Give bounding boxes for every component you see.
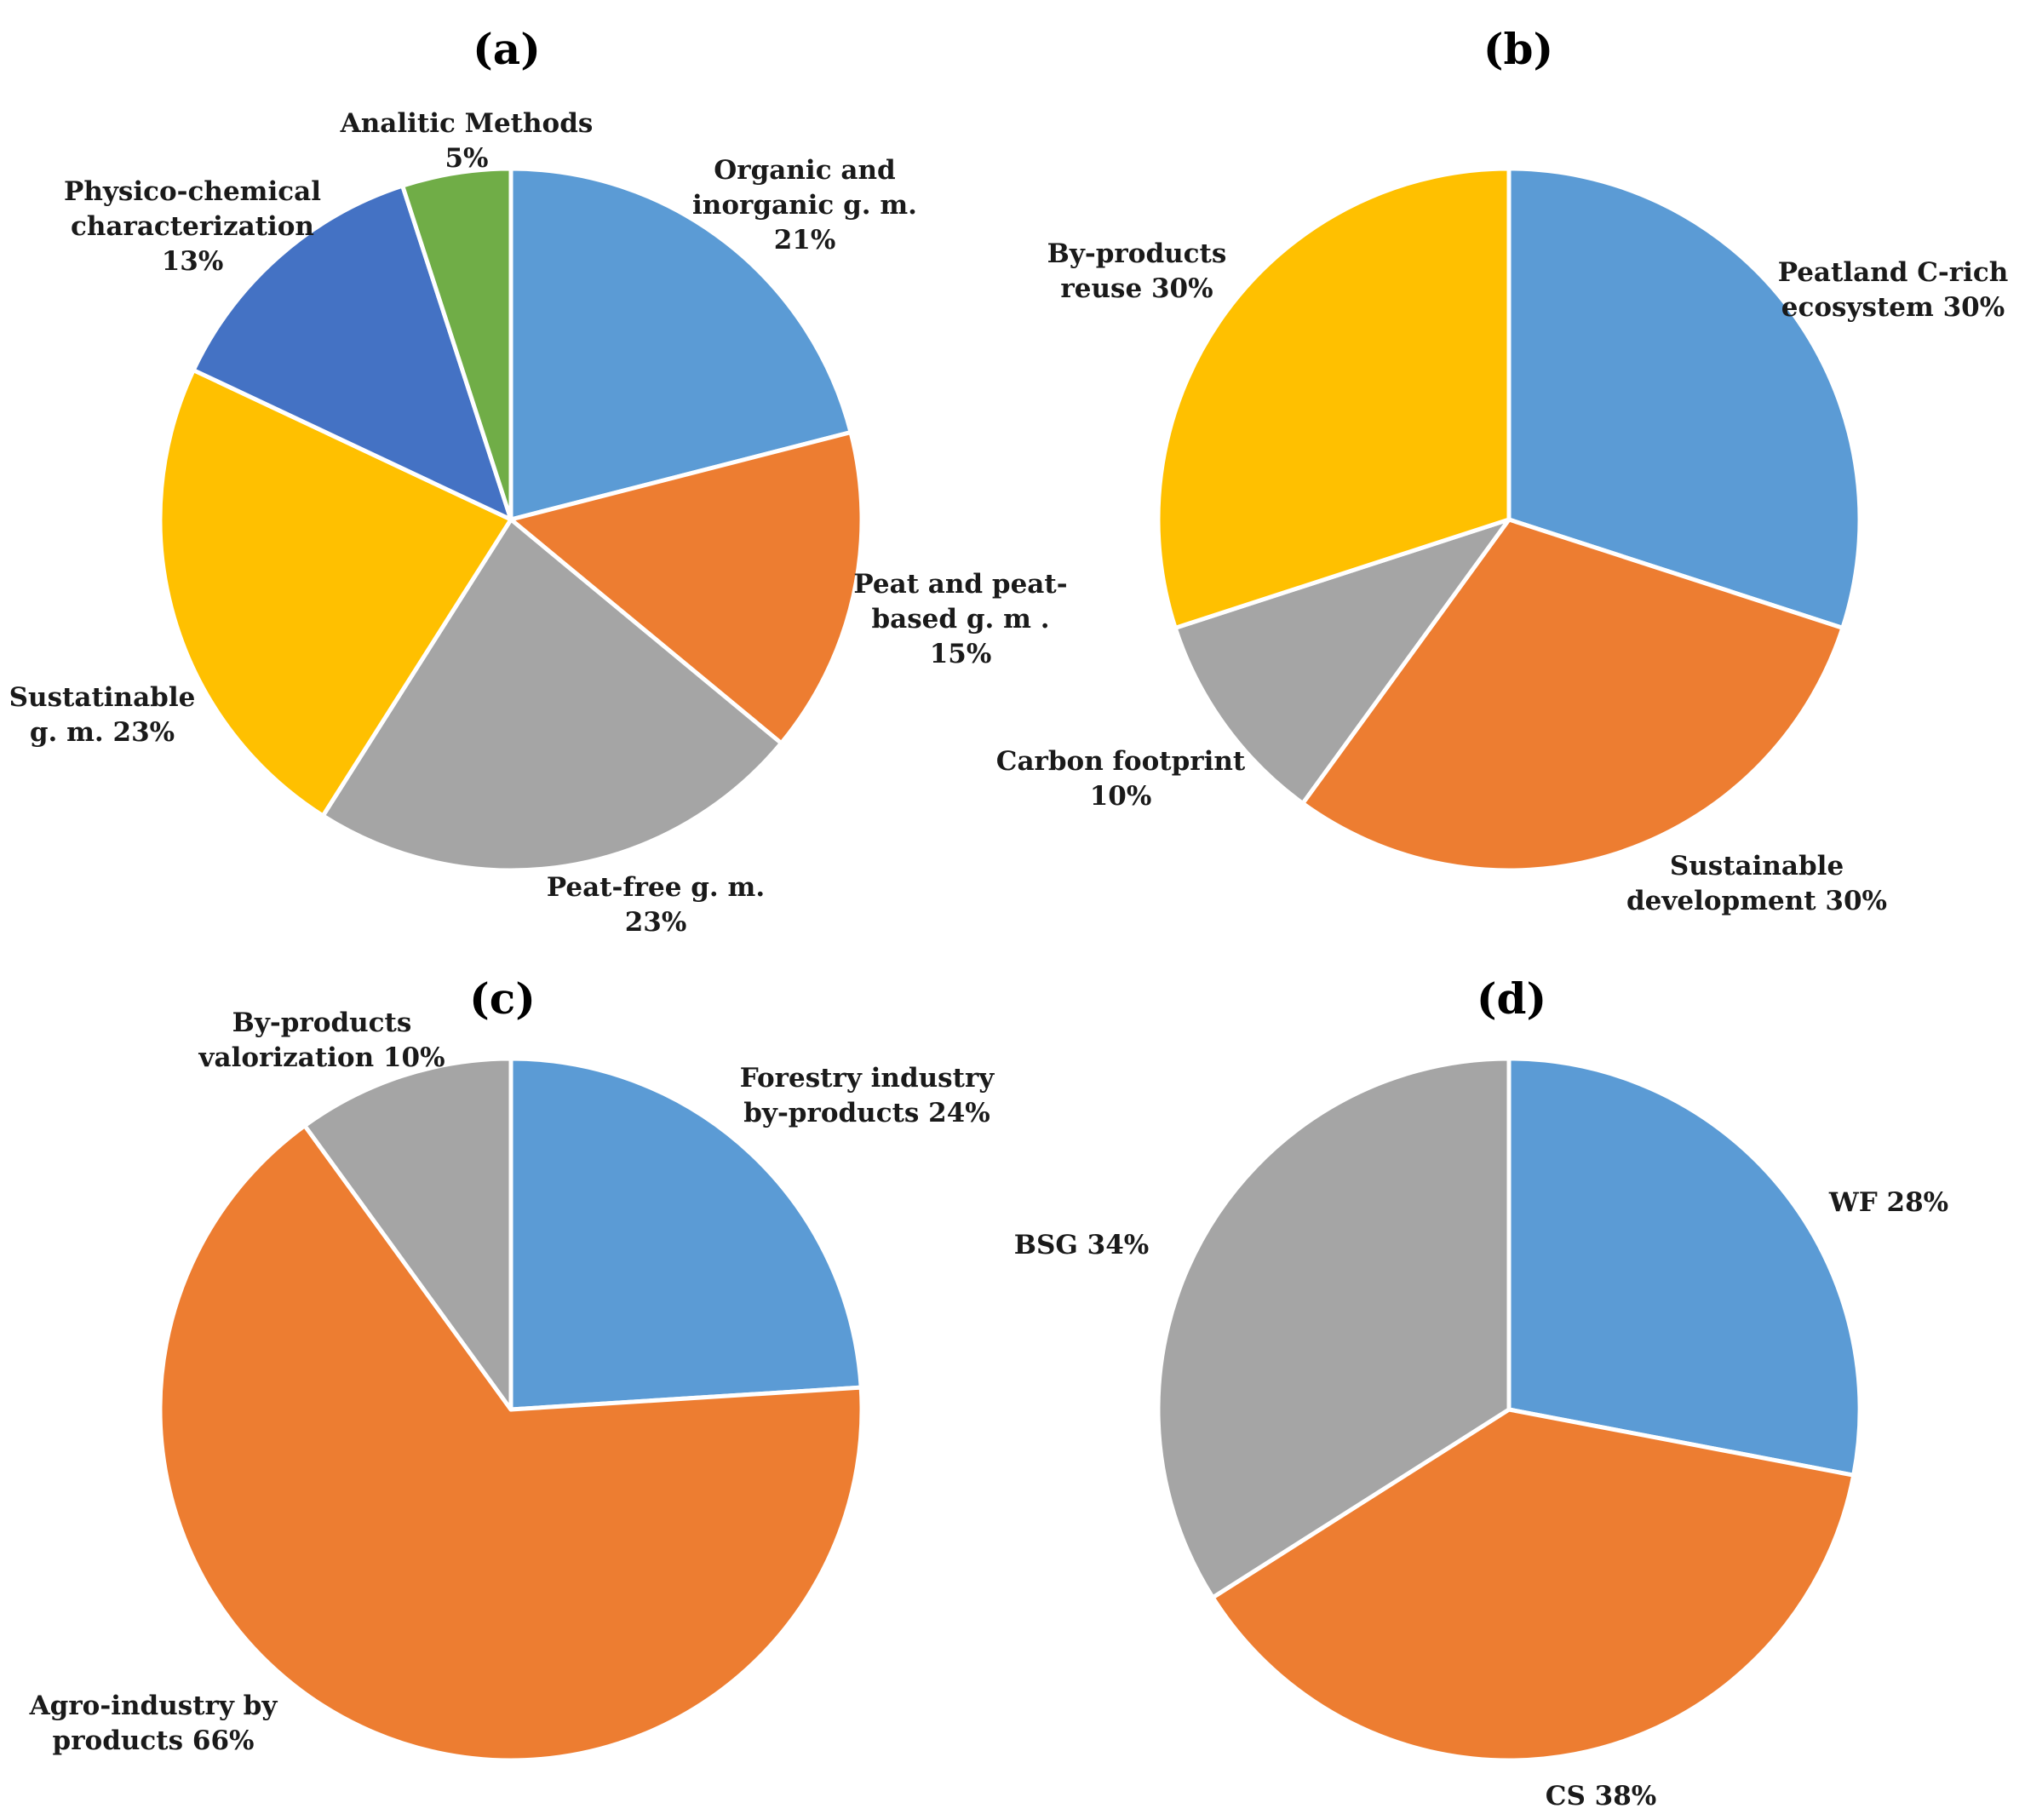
slice-label: Sustainable development 30% [1626,851,1887,916]
slice-label-line: 5% [445,143,488,174]
slice-label-line: by-products 24% [743,1098,990,1128]
slice-label-line: Agro-industry by [29,1691,278,1721]
pie-slice [508,166,853,522]
slice-label-line: development 30% [1626,886,1887,916]
slice-label-line: g. m. 23% [30,717,175,748]
slice-label: Physico-chemical characterization 13% [64,176,321,277]
slice-label: Agro-industry by products 66% [29,1691,278,1756]
pie-slice [1173,517,1512,806]
slice-label-line: Organic and [714,155,895,186]
slice-label-line: 10% [1090,781,1152,812]
slice-label-line: 15% [930,639,992,669]
slice-label-line: products 66% [53,1725,255,1756]
slice-label-line: 13% [162,246,224,277]
slice-label-line: Peat and peat- [853,569,1067,600]
pie-slice [191,183,513,522]
slice-label-line: BSG 34% [1014,1230,1149,1260]
pie-panel: (a) Organic and inorganic g. m. 21% Peat and… [9,24,1068,938]
pie-slice [1506,1056,1862,1478]
slice-label-line: 23% [625,907,687,938]
pie-slice [400,166,513,522]
slice-label-line: Analitic Methods [340,108,594,139]
slice-label: Forestry industry by-products 24% [740,1063,995,1128]
pie-slice [158,1123,864,1763]
slice-label: Analitic Methods 5% [340,108,594,174]
slice-label: CS 38% [1546,1781,1656,1811]
pie-slice [1506,166,1862,630]
slice-label-line: Sustatinable [9,682,196,713]
pie-slice [1300,517,1845,873]
pie-panel: (d) WF 28% CS 38% BSG 34% [1014,973,1948,1811]
pie-slice [508,1056,863,1412]
slice-label-line: WF 28% [1828,1187,1948,1218]
slice-label-line: Carbon footprint [996,746,1246,777]
panel-title: (c) [469,973,536,1024]
slice-label-line: ecosystem 30% [1781,292,2005,323]
pie-slice [302,1056,513,1412]
slice-label-line: characterization [71,211,314,242]
pie-slice [1156,1056,1512,1600]
slice-label-line: 21% [774,225,836,255]
slice-label-line: CS 38% [1546,1781,1656,1811]
slice-label-line: reuse 30% [1060,273,1213,304]
slice-label: Peatland C-rich ecosystem 30% [1778,257,2009,323]
slice-label: By-products reuse 30% [1047,238,1227,304]
panel-title: (d) [1477,973,1546,1024]
slice-label: By-products valorization 10% [198,1008,445,1073]
pie-slice [158,368,513,818]
slice-label: Organic and inorganic g. m. 21% [692,155,917,255]
slice-label-line: inorganic g. m. [692,190,917,221]
pie-panel: (c) Forestry industry by-products 24% Agro-… [29,973,995,1763]
pie-slice [508,430,864,746]
slice-label-line: Sustainable [1670,851,1844,881]
slice-label-line: Peatland C-rich [1778,257,2009,288]
slice-label: BSG 34% [1014,1230,1149,1260]
pie-panel: (b) Peatland C-rich ecosystem 30% Sustainab… [996,24,2008,916]
pie-slice [1156,166,1512,630]
panel-title: (a) [473,24,541,74]
slice-label-line: By-products [232,1008,412,1038]
slice-label: Peat and peat-based g. m . 15% [853,569,1067,669]
slice-label-line: valorization 10% [198,1042,445,1073]
slice-label: Sustatinable g. m. 23% [9,682,196,748]
slice-label-line: based g. m . [871,604,1049,634]
slice-label-line: Physico-chemical [64,176,321,207]
pie-slice [320,517,783,873]
slice-label-line: Peat-free g. m. [547,872,765,903]
panel-title: (b) [1483,24,1553,74]
slice-label-line: Forestry industry [740,1063,995,1094]
slice-label: WF 28% [1828,1187,1948,1218]
slice-label: Peat-free g. m. 23% [547,872,765,938]
slice-label-line: By-products [1047,238,1227,269]
slice-label: Carbon footprint 10% [996,746,1246,812]
